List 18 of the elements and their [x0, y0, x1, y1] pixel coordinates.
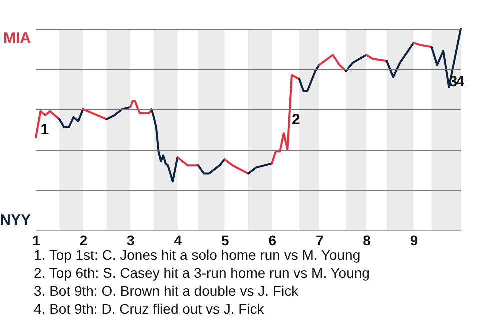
text: 3. Bot 9th: O. Brown hit a double vs J. Fick [34, 282, 300, 300]
text: 1. Top 1st: C. Jones hit a solo home run vs M. Young [34, 247, 361, 263]
x-tick-label: 9 [410, 232, 418, 248]
text: NYY [0, 212, 31, 229]
x-tick-label: 8 [363, 232, 372, 248]
x-tick-label: 6 [268, 232, 277, 248]
annotation: 4 [456, 73, 466, 90]
annotation: 2 [292, 111, 300, 128]
x-tick-label: 7 [316, 232, 324, 248]
x-tick-label: 2 [80, 232, 88, 248]
text: 4. Bot 9th: D. Cruz flied out vs J. Fick [34, 300, 266, 318]
x-tick-label: 3 [127, 232, 136, 248]
x-tick-label: 4 [174, 232, 182, 248]
x-tick-label: 1 [32, 232, 41, 248]
text: 2. Top 6th: S. Casey hit a 3-run home run vs M. Young [34, 264, 370, 282]
x-tick-label: 5 [221, 232, 230, 248]
annotation: 1 [40, 122, 50, 138]
text: MIA [4, 30, 32, 47]
